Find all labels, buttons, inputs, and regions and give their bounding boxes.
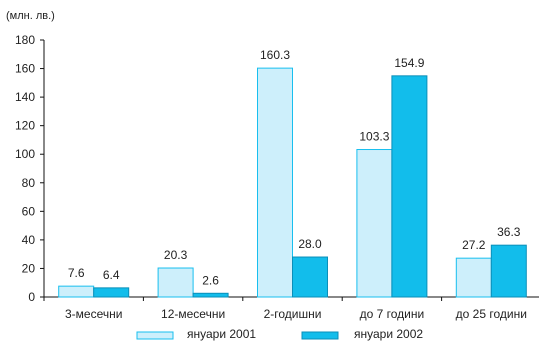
category-label: 3-месечни xyxy=(65,307,122,321)
y-tick-label: 0 xyxy=(28,290,35,304)
bar-value-label: 2.6 xyxy=(202,273,219,287)
bar xyxy=(257,67,293,298)
bar-value-label: 27.2 xyxy=(462,238,486,252)
y-tick-label: 140 xyxy=(15,90,35,104)
y-tick-label: 60 xyxy=(22,204,36,218)
bar-value-label: 36.3 xyxy=(497,225,521,239)
y-tick-label: 80 xyxy=(22,176,36,190)
category-labels-layer: 3-месечни 12-месечни 2-годишни до 7 години д… xyxy=(65,307,527,321)
bar-value-label: 28.0 xyxy=(298,237,322,251)
bar-value-label: 7.6 xyxy=(68,266,85,280)
bar xyxy=(292,256,328,298)
legend-label: януари 2001 xyxy=(187,327,256,341)
bar xyxy=(356,149,393,298)
y-axis: 0 20 40 60 80 100 120 140 160 180 xyxy=(15,33,45,304)
bar xyxy=(93,287,130,298)
y-tick-label: 180 xyxy=(15,33,35,47)
bar-value-label: 103.3 xyxy=(359,130,389,144)
y-tick-label: 20 xyxy=(22,261,36,275)
y-tick-label: 160 xyxy=(15,62,35,76)
unit-label: (млн. лв.) xyxy=(6,10,55,22)
bar xyxy=(157,267,194,298)
category-label: до 7 години xyxy=(360,307,425,321)
y-tick-label: 100 xyxy=(15,147,35,161)
value-labels-layer: 7.6 6.4 20.3 2.6 160.3 28.0 103.3 154.9 27.2 36.3 xyxy=(68,48,521,287)
category-label: 12-месечни xyxy=(161,307,225,321)
legend-label: януари 2002 xyxy=(354,327,423,341)
bar xyxy=(490,244,527,298)
bar-value-label: 20.3 xyxy=(164,248,188,262)
legend-swatch xyxy=(301,331,339,340)
bar xyxy=(58,285,95,298)
y-tick-label: 120 xyxy=(15,119,35,133)
bars-layer xyxy=(58,67,527,298)
category-label: 2-годишни xyxy=(264,307,322,321)
bar-value-label: 154.9 xyxy=(394,56,424,70)
bar-value-label: 160.3 xyxy=(260,48,290,62)
y-tick-label: 40 xyxy=(22,233,36,247)
legend: януари 2001 януари 2002 xyxy=(136,327,423,341)
bar xyxy=(391,75,428,298)
legend-swatch xyxy=(136,331,174,340)
x-axis xyxy=(43,296,539,301)
category-label: до 25 години xyxy=(456,307,527,321)
bar-value-label: 6.4 xyxy=(103,268,120,282)
bar xyxy=(192,292,229,298)
bar xyxy=(455,257,492,298)
